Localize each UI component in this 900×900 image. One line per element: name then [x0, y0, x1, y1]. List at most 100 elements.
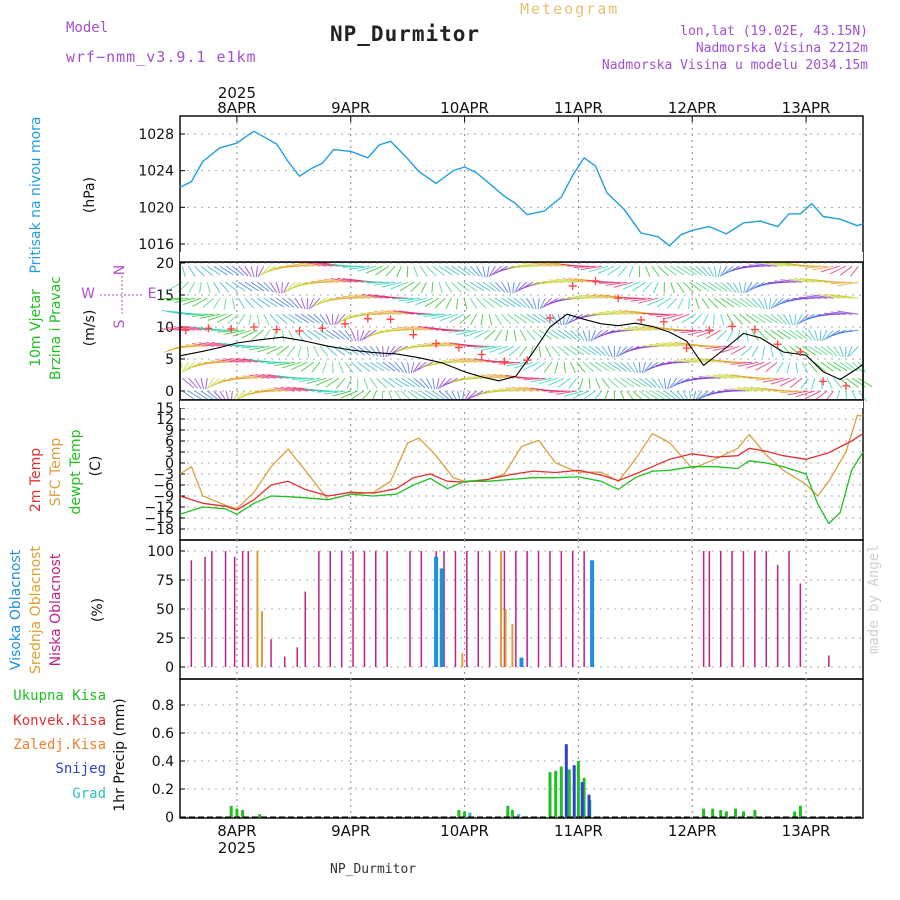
low_cloud-bar: [211, 551, 213, 667]
wind-barb: [795, 362, 799, 374]
wind-barb: [464, 329, 483, 337]
wind-barb: [538, 313, 552, 324]
wind-barb: [751, 345, 759, 357]
wind-barb: [582, 345, 597, 356]
altitude-label: Nadmorska Visina 2212m: [695, 41, 868, 56]
wind-barb: [231, 298, 236, 310]
wind-barb: [241, 329, 258, 339]
wind-barb: [689, 281, 702, 292]
gust-marker: [796, 347, 805, 356]
low_cloud-bar: [352, 551, 354, 667]
wind-barb: [448, 329, 471, 333]
wind-barb: [623, 297, 646, 300]
wind-barb: [601, 345, 610, 357]
wind-barb: [776, 329, 791, 340]
wind-barb: [230, 357, 252, 363]
wind-barb: [439, 377, 452, 389]
wind-barb: [637, 326, 659, 331]
wind-barb: [492, 389, 515, 392]
wind-barb: [202, 297, 214, 309]
wind-barb: [266, 345, 283, 355]
pressure-line: [179, 130, 864, 247]
wind-barb: [851, 361, 863, 373]
wind-barb: [770, 313, 783, 324]
wind-barb: [696, 329, 715, 338]
gust-marker: [545, 314, 554, 323]
wind-barb: [319, 313, 329, 325]
wind-barb: [288, 297, 299, 309]
wind-barb: [554, 362, 559, 374]
wind-barb: [632, 361, 639, 374]
wind-barb: [361, 293, 383, 299]
wind-barb: [624, 310, 646, 315]
wind-barb: [726, 297, 741, 308]
wind-barb: [764, 313, 778, 324]
gust-marker: [181, 326, 190, 335]
wind-barb: [294, 329, 304, 341]
date-label-top: 9APR: [331, 99, 370, 117]
wind-barb: [707, 265, 715, 278]
wind-barb: [770, 377, 790, 385]
wind-barb: [407, 362, 410, 374]
wind-barb: [359, 330, 365, 342]
wind-barb: [192, 343, 214, 347]
gust-marker: [227, 324, 236, 333]
wind-barb: [746, 281, 759, 293]
wind-barb: [432, 390, 446, 401]
temp2m-axis-label: 2m Temp: [28, 448, 44, 512]
wind-mask-top: [180, 252, 863, 262]
wind-barb: [807, 329, 816, 341]
wind-barb: [651, 265, 660, 277]
low_cloud-bar: [560, 551, 563, 667]
wind-barb: [369, 377, 379, 389]
wind-barb: [820, 378, 823, 390]
station-title: NP_Durmitor: [330, 22, 481, 46]
wind-barb: [539, 297, 546, 310]
wind-barb: [682, 265, 697, 276]
wind-barb: [814, 390, 828, 401]
wind-barb: [551, 329, 566, 340]
wind-barb: [267, 388, 289, 392]
total_precip-bar: [719, 810, 723, 817]
wind-barb: [696, 390, 709, 401]
low_cloud-bar: [409, 551, 411, 667]
gust-marker: [295, 326, 304, 335]
wind-barb: [263, 281, 274, 293]
wind-barb: [406, 297, 427, 304]
wind-barb: [423, 343, 446, 347]
wind-barb: [482, 281, 496, 292]
wind-barb: [748, 264, 771, 267]
wind-barb: [238, 297, 246, 310]
date-label-bottom: 13APR: [782, 822, 831, 840]
wind-barb: [537, 262, 558, 267]
wind-barb: [219, 265, 234, 276]
wind-barb: [717, 266, 722, 278]
wind-barb: [740, 345, 753, 357]
wind-barb: [431, 313, 452, 320]
wind-barb: [307, 329, 321, 340]
wind-barb: [282, 297, 295, 308]
wind-barb: [607, 361, 622, 372]
wind-barb: [348, 294, 371, 299]
wind-barb: [398, 297, 421, 302]
wind-barb: [655, 313, 677, 318]
wind-barb: [182, 297, 202, 306]
high_cloud-bar: [439, 568, 444, 667]
wind-barb: [465, 390, 477, 401]
low_cloud-bar: [247, 551, 249, 667]
wind-barb: [721, 345, 740, 353]
wind-barb: [438, 282, 443, 294]
wind-barb: [232, 265, 245, 276]
wind-mask-bottom: [180, 400, 863, 408]
wind-barb: [266, 361, 289, 365]
gust-marker: [272, 325, 281, 334]
wind-barb: [390, 281, 408, 290]
wind-barb: [463, 281, 478, 292]
wind-barb: [576, 329, 585, 341]
wind-barb: [338, 329, 350, 341]
wind-barb: [205, 341, 227, 347]
wind-barb: [225, 281, 238, 292]
wind-barb: [566, 313, 578, 325]
wind-barb: [373, 310, 396, 315]
wind-barb: [548, 390, 571, 393]
